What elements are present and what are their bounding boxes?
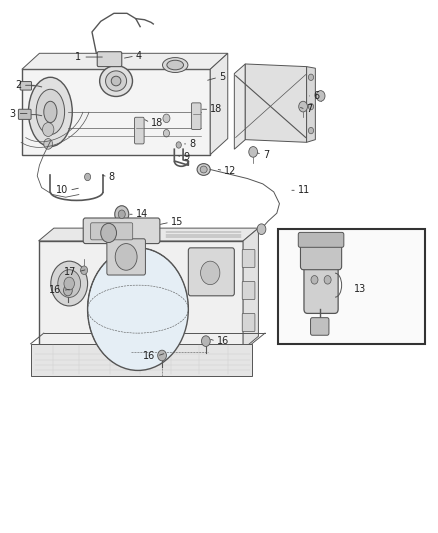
Circle shape — [44, 139, 53, 149]
Polygon shape — [39, 241, 243, 349]
FancyBboxPatch shape — [191, 103, 201, 130]
Circle shape — [64, 285, 72, 296]
FancyBboxPatch shape — [18, 109, 31, 119]
Circle shape — [64, 277, 74, 290]
Text: 16: 16 — [143, 351, 155, 361]
Ellipse shape — [200, 166, 207, 173]
FancyBboxPatch shape — [242, 313, 255, 332]
Circle shape — [308, 127, 314, 134]
FancyBboxPatch shape — [311, 318, 329, 335]
Text: 3: 3 — [9, 109, 15, 118]
Polygon shape — [245, 64, 307, 142]
Circle shape — [257, 224, 266, 235]
Ellipse shape — [197, 164, 210, 175]
Circle shape — [311, 276, 318, 284]
Circle shape — [58, 270, 81, 297]
Ellipse shape — [162, 58, 188, 72]
Text: 12: 12 — [224, 166, 237, 175]
Polygon shape — [22, 53, 228, 69]
FancyBboxPatch shape — [107, 239, 145, 275]
FancyBboxPatch shape — [304, 257, 338, 313]
FancyBboxPatch shape — [298, 232, 344, 247]
Circle shape — [115, 244, 137, 270]
Polygon shape — [22, 69, 210, 155]
Circle shape — [42, 123, 54, 136]
Circle shape — [88, 248, 188, 370]
Circle shape — [308, 74, 314, 80]
Ellipse shape — [167, 60, 184, 70]
Polygon shape — [243, 228, 258, 349]
Circle shape — [85, 173, 91, 181]
Circle shape — [158, 350, 166, 361]
Text: 18: 18 — [151, 118, 163, 127]
Circle shape — [163, 130, 170, 137]
Circle shape — [324, 276, 331, 284]
FancyBboxPatch shape — [83, 218, 160, 244]
Text: 10: 10 — [56, 185, 68, 195]
FancyBboxPatch shape — [91, 223, 133, 240]
Text: 5: 5 — [219, 72, 225, 82]
Ellipse shape — [100, 66, 132, 96]
Ellipse shape — [111, 76, 121, 86]
Text: 7: 7 — [263, 150, 269, 159]
Text: 7: 7 — [307, 104, 313, 114]
Text: 9: 9 — [183, 152, 189, 162]
Circle shape — [299, 101, 307, 112]
Circle shape — [201, 336, 210, 346]
Text: 4: 4 — [136, 51, 142, 61]
FancyBboxPatch shape — [242, 249, 255, 268]
Ellipse shape — [28, 77, 72, 147]
Ellipse shape — [36, 90, 65, 134]
FancyBboxPatch shape — [300, 237, 342, 270]
Text: 16: 16 — [217, 336, 229, 346]
Circle shape — [176, 142, 181, 148]
Circle shape — [316, 91, 325, 101]
Text: 18: 18 — [210, 104, 223, 114]
Polygon shape — [234, 64, 245, 149]
Text: 13: 13 — [354, 284, 366, 294]
FancyBboxPatch shape — [188, 248, 234, 296]
FancyBboxPatch shape — [134, 117, 144, 144]
Polygon shape — [31, 344, 252, 376]
Text: 17: 17 — [64, 267, 77, 277]
Text: 8: 8 — [109, 172, 115, 182]
Text: 1: 1 — [75, 52, 81, 62]
Ellipse shape — [106, 71, 127, 91]
Polygon shape — [210, 53, 228, 155]
Bar — [278, 229, 425, 344]
Circle shape — [308, 103, 314, 110]
FancyBboxPatch shape — [242, 281, 255, 300]
Circle shape — [81, 266, 88, 274]
Circle shape — [51, 261, 88, 306]
Circle shape — [249, 147, 258, 157]
Circle shape — [118, 210, 125, 219]
Text: 16: 16 — [49, 286, 61, 295]
Circle shape — [163, 114, 170, 123]
Polygon shape — [307, 67, 315, 142]
Circle shape — [101, 223, 117, 243]
Text: 15: 15 — [171, 217, 183, 227]
Polygon shape — [39, 228, 258, 241]
Text: 8: 8 — [189, 139, 195, 149]
Text: 11: 11 — [298, 185, 310, 195]
Circle shape — [201, 261, 220, 285]
FancyBboxPatch shape — [97, 52, 122, 67]
FancyBboxPatch shape — [20, 82, 32, 90]
Text: 14: 14 — [136, 209, 148, 219]
Text: 2: 2 — [15, 80, 21, 90]
Text: 6: 6 — [313, 91, 319, 101]
Circle shape — [115, 206, 129, 223]
Ellipse shape — [44, 101, 57, 123]
